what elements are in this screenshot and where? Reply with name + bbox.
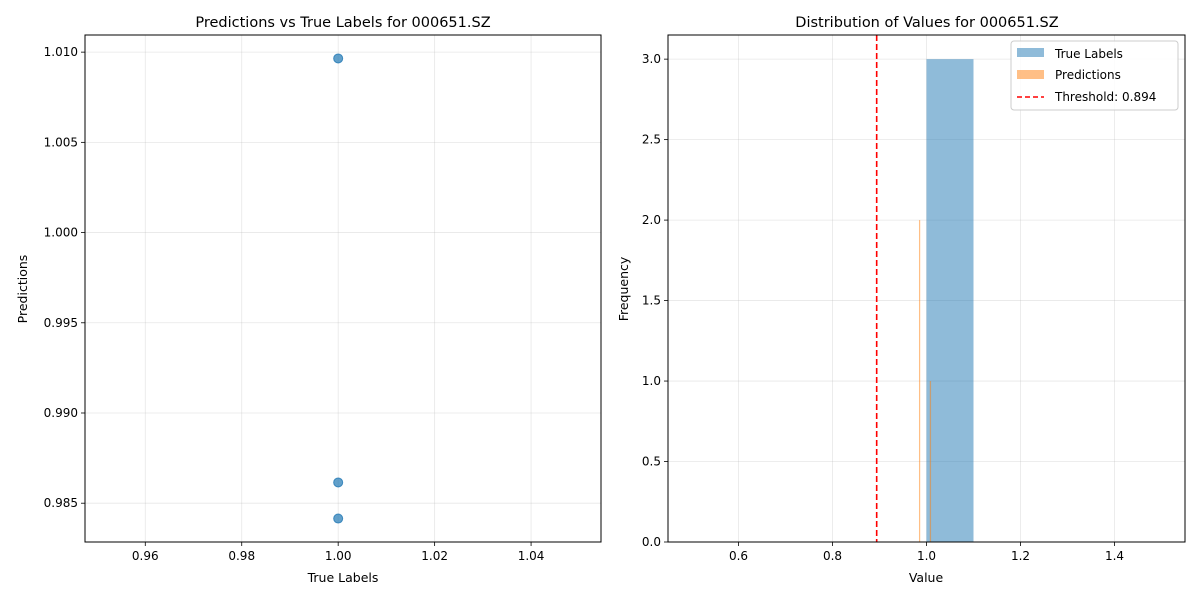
- y-tick-label: 0.5: [642, 455, 661, 469]
- y-tick-label: 0.990: [44, 406, 78, 420]
- y-tick-label: 1.5: [642, 294, 661, 308]
- legend-swatch-predictions: [1017, 70, 1044, 79]
- scatter-point: [333, 513, 344, 524]
- y-tick-label: 1.0: [642, 374, 661, 388]
- histogram-x-label: Value: [909, 570, 944, 585]
- scatter-points: [333, 53, 344, 524]
- histogram-bar: [918, 220, 921, 542]
- y-tick-label: 0.985: [44, 496, 78, 510]
- histogram-x-ticks: 0.6 0.8 1.0 1.2 1.4: [729, 542, 1124, 563]
- legend-swatch-true-labels: [1017, 48, 1044, 57]
- scatter-point: [333, 477, 344, 488]
- histogram-bar: [929, 381, 932, 542]
- scatter-plot: Predictions vs True Labels for 000651.SZ…: [15, 15, 602, 585]
- x-tick-label: 0.96: [132, 549, 159, 563]
- scatter-point: [333, 53, 344, 64]
- scatter-plot-area: [85, 35, 601, 542]
- scatter-grid: [85, 35, 601, 542]
- y-tick-label: 2.0: [642, 213, 661, 227]
- histogram-bars: [918, 59, 974, 543]
- x-tick-label: 0.98: [228, 549, 255, 563]
- scatter-y-ticks: 0.985 0.990 0.995 1.000 1.005 1.010: [44, 45, 85, 510]
- x-tick-label: 1.4: [1105, 549, 1124, 563]
- histogram-y-ticks: 0.0 0.5 1.0 1.5 2.0 2.5 3.0: [642, 52, 668, 549]
- legend-label-threshold: Threshold: 0.894: [1054, 90, 1156, 104]
- histogram-plot: Distribution of Values for 000651.SZ 0.6…: [616, 15, 1186, 585]
- histogram-y-label: Frequency: [616, 256, 631, 321]
- y-tick-label: 3.0: [642, 52, 661, 66]
- x-tick-label: 0.8: [823, 549, 842, 563]
- scatter-y-label: Predictions: [15, 255, 30, 324]
- legend-label-predictions: Predictions: [1055, 68, 1121, 82]
- y-tick-label: 1.005: [44, 135, 78, 149]
- histogram-frame: [667, 34, 1186, 543]
- scatter-x-ticks: 0.96 0.98 1.00 1.02 1.04: [132, 542, 545, 563]
- histogram-legend: True Labels Predictions Threshold: 0.894: [1010, 40, 1179, 111]
- histogram-bar: [926, 59, 974, 543]
- y-tick-label: 1.000: [44, 226, 78, 240]
- y-tick-label: 2.5: [642, 133, 661, 147]
- legend-label-true-labels: True Labels: [1054, 47, 1123, 61]
- x-tick-label: 0.6: [729, 549, 748, 563]
- y-tick-label: 0.0: [642, 535, 661, 549]
- x-tick-label: 1.02: [421, 549, 448, 563]
- legend-box: [1010, 40, 1179, 111]
- x-tick-label: 1.2: [1011, 549, 1030, 563]
- x-tick-label: 1.0: [917, 549, 936, 563]
- y-tick-label: 0.995: [44, 316, 78, 330]
- x-tick-label: 1.04: [518, 549, 545, 563]
- histogram-title: Distribution of Values for 000651.SZ: [795, 15, 1058, 31]
- scatter-frame: [84, 34, 602, 543]
- x-tick-label: 1.00: [325, 549, 352, 563]
- scatter-title: Predictions vs True Labels for 000651.SZ: [195, 15, 490, 31]
- y-tick-label: 1.010: [44, 45, 78, 59]
- scatter-x-label: True Labels: [307, 570, 379, 585]
